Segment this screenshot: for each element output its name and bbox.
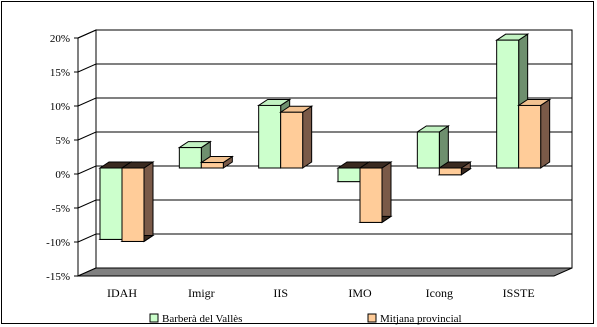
y-tick-label: 20%	[50, 33, 70, 45]
bar-isste-barbera	[496, 39, 520, 169]
bar-isste-mitjana	[518, 104, 542, 169]
x-category-label: Imigr	[188, 286, 215, 300]
bar-icong-barbera	[416, 131, 440, 169]
bar-idah-barbera	[99, 167, 123, 240]
bar-imo-mitjana	[359, 167, 383, 223]
bar-side	[143, 161, 154, 243]
y-tick-label: 15%	[50, 67, 70, 79]
bar-side	[381, 161, 392, 224]
gridline	[77, 97, 572, 107]
bar-iis-barbera	[258, 104, 282, 169]
legend-label: Mitjana provincial	[380, 313, 462, 325]
legend-swatch	[149, 313, 159, 323]
y-tick-label: 10%	[50, 101, 70, 113]
bar-iis-mitjana	[280, 111, 304, 169]
bar-side	[438, 125, 449, 169]
y-tick-label: 0%	[55, 169, 70, 181]
x-category-label: ISSTE	[503, 286, 535, 300]
gridline	[77, 165, 572, 175]
bar-imigr-mitjana	[200, 162, 224, 169]
side-wall	[77, 29, 97, 277]
gridline	[77, 63, 572, 73]
legend-swatch	[367, 313, 377, 323]
floor	[77, 267, 573, 277]
gridline	[77, 131, 572, 141]
bar-imigr-barbera	[178, 147, 202, 169]
y-tick-label: -15%	[46, 271, 70, 283]
gridline	[77, 233, 572, 243]
x-category-label: IDAH	[107, 286, 137, 300]
bar-imo-barbera	[337, 167, 361, 183]
gridline	[77, 29, 572, 39]
bar-side	[540, 98, 551, 169]
x-category-label: Icong	[426, 286, 453, 300]
bar-icong-mitjana	[438, 167, 462, 176]
x-category-label: IIS	[273, 286, 288, 300]
y-tick-label: 5%	[55, 135, 70, 147]
bar-idah-mitjana	[121, 167, 145, 242]
y-tick-label: -5%	[52, 203, 70, 215]
gridline	[77, 199, 572, 209]
x-category-label: IMO	[348, 286, 372, 300]
bar-side	[302, 105, 313, 169]
legend-label: Barberà del Vallès	[162, 313, 242, 325]
y-tick-label: -10%	[46, 237, 70, 249]
